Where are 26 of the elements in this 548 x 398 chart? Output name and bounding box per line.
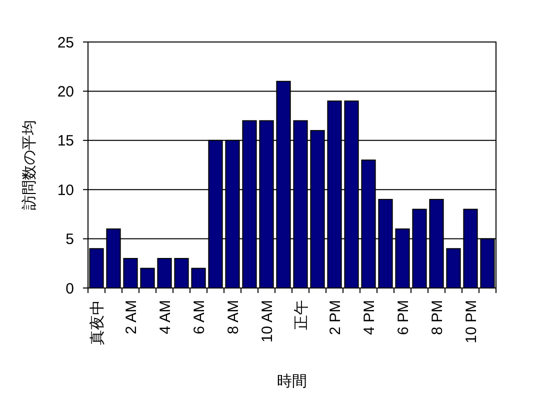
x-tick-label: 正午 — [292, 300, 310, 330]
x-tick-label: 8 AM — [224, 300, 242, 334]
x-tick-label: 8 PM — [428, 300, 446, 336]
x-tick-label: 10 PM — [462, 300, 480, 344]
x-axis-title: 時間 — [277, 373, 307, 390]
x-tick-label: 2 PM — [326, 300, 344, 336]
x-tick-label: 6 PM — [394, 300, 412, 336]
bar — [191, 268, 206, 288]
x-tick-label: 4 AM — [156, 300, 174, 334]
bar — [140, 268, 155, 288]
y-tick-label: 0 — [66, 280, 74, 298]
y-tick-label: 10 — [57, 182, 74, 199]
bar — [446, 248, 461, 288]
y-tick-label: 25 — [57, 34, 74, 52]
y-tick-label: 20 — [57, 83, 74, 100]
bar — [157, 258, 172, 288]
bar — [174, 258, 189, 288]
bar — [123, 258, 138, 288]
x-tick-label: 4 PM — [360, 300, 378, 336]
y-tick-label: 15 — [57, 132, 74, 150]
x-tick-label: 2 AM — [122, 300, 140, 334]
x-tick-label: 10 AM — [258, 300, 276, 343]
x-tick-label: 真夜中 — [88, 300, 106, 345]
x-tick-label: 6 AM — [190, 300, 208, 334]
y-axis-title: 訪問数の平均 — [21, 120, 38, 210]
y-tick-label: 5 — [66, 231, 74, 248]
